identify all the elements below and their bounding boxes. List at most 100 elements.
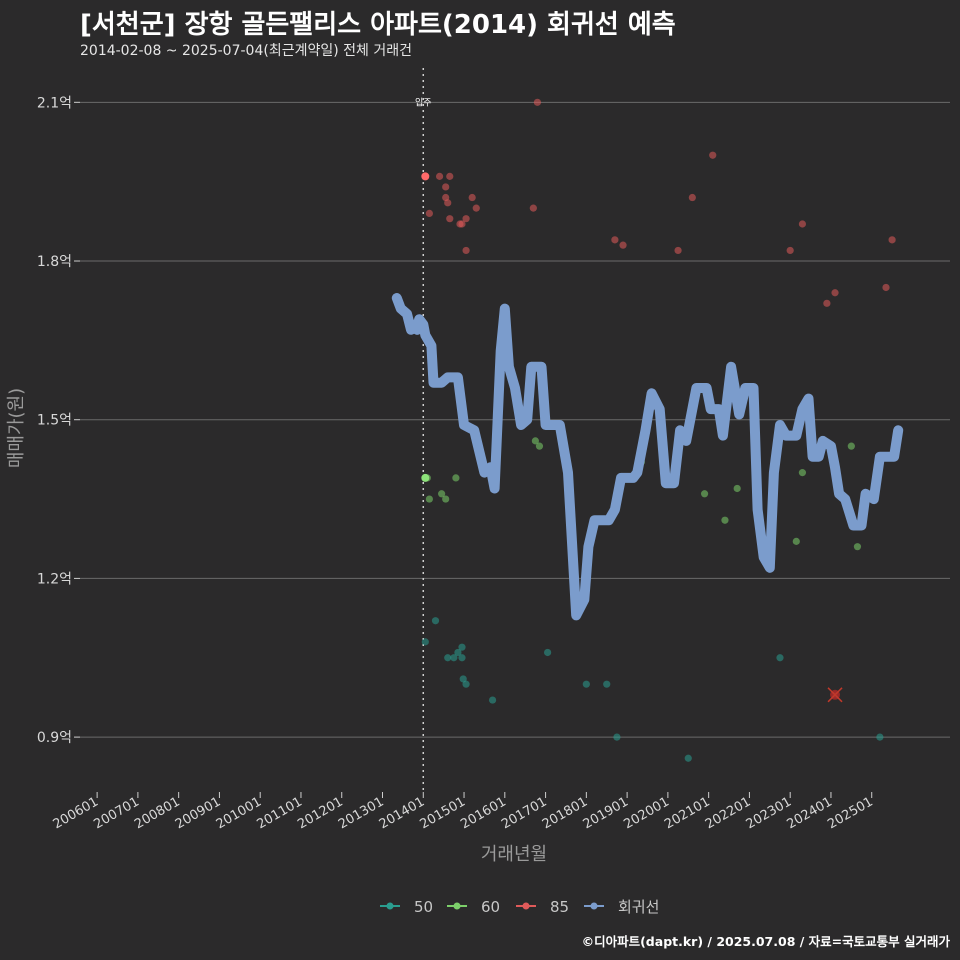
x-tick-label: 201501	[418, 794, 468, 832]
chart-subtitle: 2014-02-08 ~ 2025-07-04(최근계약일) 전체 거래건	[80, 43, 412, 59]
trend-line-group	[391, 293, 904, 621]
x-tick-label: 201801	[540, 794, 590, 832]
x-tick-label: 201201	[295, 794, 345, 832]
data-point-85	[709, 151, 717, 159]
data-point-60	[721, 516, 729, 524]
data-point-85	[435, 172, 444, 180]
data-point-85	[462, 246, 470, 255]
data-point-85	[446, 215, 454, 223]
data-point-50	[450, 654, 458, 662]
y-tick-label: 0.9억	[37, 730, 72, 746]
x-tick-label: 201101	[254, 794, 304, 832]
x-tick-label: 201701	[499, 794, 549, 832]
x-tick-label: 200701	[91, 794, 141, 832]
y-axis-title: 매매가(원)	[6, 388, 27, 468]
chart-title: [서천군] 장항 골든팰리스 아파트(2014) 회귀선 예측	[80, 10, 676, 40]
data-point-60	[853, 543, 862, 551]
y-axis-ticks: 0.9억 1.2억 1.5억 1.8억 2.1억	[37, 95, 80, 746]
data-point-85	[529, 204, 537, 212]
x-axis-title: 거래년월	[481, 844, 547, 865]
data-point-85	[611, 236, 619, 244]
x-tick-label: 202401	[784, 794, 834, 832]
legend-label: 50	[414, 898, 433, 916]
data-point-85	[823, 299, 831, 307]
x-tick-label: 201901	[581, 794, 631, 832]
legend: 50 60 85 회귀선	[380, 898, 659, 916]
data-point-85	[831, 289, 839, 297]
data-point-85	[619, 241, 627, 249]
move-in-label: 입주	[415, 96, 432, 108]
data-point-50	[488, 696, 497, 704]
trend-line	[391, 293, 904, 621]
data-point-50	[458, 643, 466, 651]
x-tick-label: 200801	[132, 794, 182, 832]
data-point-60	[442, 495, 450, 503]
data-point-85	[472, 204, 480, 212]
x-tick-label: 200601	[51, 794, 101, 832]
data-point-50	[603, 680, 611, 688]
data-point-60	[798, 469, 807, 477]
y-tick-label: 1.8억	[37, 254, 72, 270]
legend-key-dot	[522, 902, 530, 910]
x-tick-label: 201601	[458, 794, 508, 832]
grid-lines	[80, 101, 950, 738]
data-point-50	[776, 654, 784, 662]
data-point-50	[462, 680, 470, 688]
data-point-85	[468, 193, 476, 202]
data-point-60	[531, 437, 539, 445]
highlight-point	[421, 473, 430, 482]
x-tick-label: 201001	[214, 794, 264, 832]
data-point-85	[882, 283, 890, 292]
legend-key-dot	[453, 902, 461, 910]
move-in-annotation: 입주	[415, 68, 432, 790]
x-tick-label: 202001	[621, 794, 671, 832]
data-point-50	[582, 680, 590, 688]
data-point-60	[847, 442, 855, 450]
x-tick-label: 202501	[825, 794, 875, 832]
data-point-85	[458, 220, 466, 228]
x-tick-label: 200901	[173, 794, 223, 832]
data-point-85	[446, 172, 454, 180]
data-point-85	[533, 98, 542, 106]
y-tick-label: 2.1억	[37, 95, 72, 111]
x-tick-label: 202301	[744, 794, 794, 832]
y-tick-label: 1.5억	[37, 413, 72, 429]
legend-label: 85	[550, 898, 569, 916]
x-tick-label: 202101	[662, 794, 712, 832]
data-point-85	[425, 209, 433, 218]
data-point-50	[459, 675, 467, 683]
highlight-marks	[421, 172, 843, 703]
data-point-85	[462, 215, 470, 223]
x-tick-label: 202201	[703, 794, 753, 832]
data-point-85	[786, 246, 794, 255]
data-point-85	[444, 199, 452, 207]
data-point-85	[798, 220, 807, 228]
marked-point-cross	[827, 687, 843, 703]
legend-label: 회귀선	[618, 898, 659, 916]
data-point-50	[458, 654, 466, 662]
data-point-85	[442, 183, 450, 191]
data-point-50	[613, 733, 621, 741]
data-point-60	[733, 484, 741, 493]
data-point-85	[688, 193, 696, 202]
data-point-50	[684, 754, 692, 762]
x-tick-label: 201301	[336, 794, 386, 832]
x-axis-ticks: 2006012007012008012009012010012011012012…	[51, 792, 876, 832]
data-point-85	[888, 236, 896, 244]
legend-key-dot	[590, 902, 598, 910]
data-point-50	[431, 617, 440, 625]
data-point-60	[700, 490, 709, 498]
data-point-60	[535, 442, 544, 450]
data-point-60	[452, 474, 460, 482]
data-point-60	[792, 537, 800, 545]
legend-label: 60	[481, 898, 500, 916]
scatter-points	[421, 98, 896, 762]
legend-key-dot	[386, 902, 394, 910]
y-tick-label: 1.2억	[37, 571, 72, 587]
data-point-60	[438, 490, 446, 498]
source-credit: ©디아파트(dapt.kr) / 2025.07.08 / 자료=국토교통부 실…	[581, 934, 950, 949]
data-point-50	[421, 638, 429, 646]
highlight-point	[421, 172, 430, 181]
x-tick-label: 201401	[377, 794, 427, 832]
